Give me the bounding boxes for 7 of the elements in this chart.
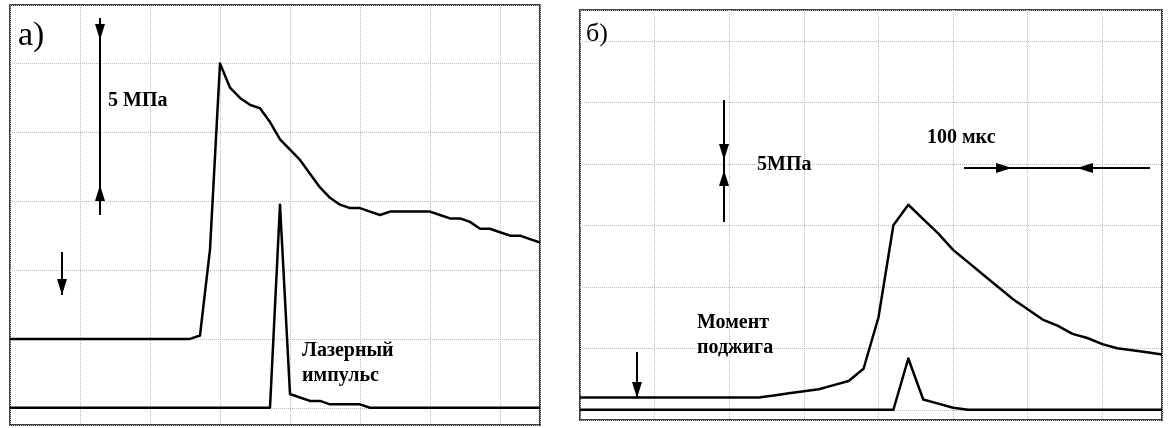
annotation: Момент поджига (697, 309, 774, 357)
annotation: 5 МПа (108, 87, 168, 110)
text: б) (586, 17, 608, 47)
text: а) (18, 14, 45, 53)
text: 100 мкс (927, 124, 996, 147)
annotation: Лазерный импульс (302, 337, 394, 386)
text: 5МПа (757, 151, 812, 174)
